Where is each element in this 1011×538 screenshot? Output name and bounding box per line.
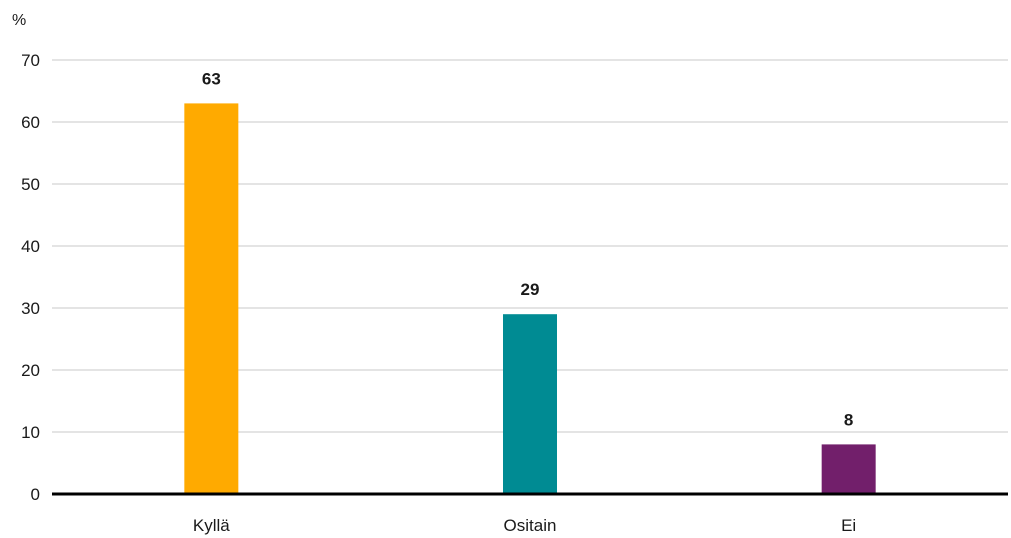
y-tick-label-30: 30 [21,299,40,318]
data-label-ositain: 29 [521,280,540,299]
x-tick-label-ei: Ei [841,516,856,535]
data-labels: 63 29 8 [202,69,854,429]
y-axis-ticks: 0 10 20 30 40 50 60 70 [21,51,40,504]
data-label-kyll-: 63 [202,69,221,88]
y-tick-label-70: 70 [21,51,40,70]
y-axis-unit-label: % [12,12,26,29]
bar-ositain [503,314,557,494]
y-tick-label-10: 10 [21,423,40,442]
x-tick-label-ositain: Ositain [504,516,557,535]
y-tick-label-0: 0 [31,485,40,504]
y-tick-label-60: 60 [21,113,40,132]
bars [184,103,876,495]
bar-ei [821,444,876,494]
x-axis-categories: Kyllä Ositain Ei [193,516,856,535]
x-tick-label-kyll-: Kyllä [193,516,230,535]
y-tick-label-20: 20 [21,361,40,380]
bar-kyll- [184,103,239,495]
y-tick-label-50: 50 [21,175,40,194]
y-tick-label-40: 40 [21,237,40,256]
data-label-ei: 8 [844,410,853,429]
